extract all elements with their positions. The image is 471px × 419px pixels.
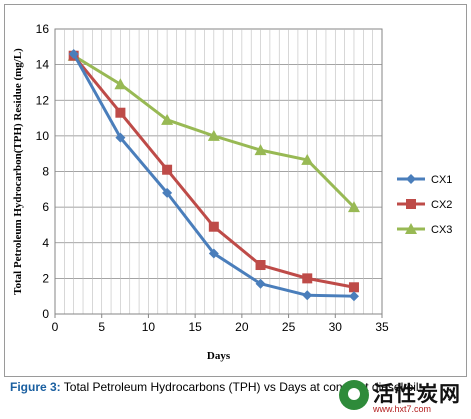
data-point-cx1 xyxy=(208,248,219,259)
data-point-cx3 xyxy=(254,144,267,156)
data-point-cx3 xyxy=(207,129,220,141)
watermark-title: 活性炭网 xyxy=(373,382,461,406)
data-point-cx1 xyxy=(162,187,173,198)
x-tick-label: 25 xyxy=(282,320,296,334)
series-cx2 xyxy=(68,50,359,293)
legend-item-cx3: CX3 xyxy=(397,223,452,236)
data-point-cx1 xyxy=(68,48,79,59)
y-tick-label: 10 xyxy=(36,129,50,143)
legend-marker-cx3 xyxy=(405,223,417,234)
legend-marker-cx2 xyxy=(406,199,416,209)
y-tick-label: 0 xyxy=(42,307,49,321)
data-point-cx2 xyxy=(162,164,173,175)
data-point-cx2 xyxy=(255,260,266,271)
data-point-cx1 xyxy=(302,290,313,301)
legend-label-cx3: CX3 xyxy=(431,224,452,236)
legend-item-cx2: CX2 xyxy=(397,199,452,211)
line-chart: 0 2 4 6 8 10 12 14 16 0 5 10 15 20 25 30 35 CX1 CX2 CX3 Da… xyxy=(12,22,452,362)
y-tick-label: 8 xyxy=(42,165,49,179)
y-tick-label: 2 xyxy=(42,271,49,285)
caption-label: Figure 3: xyxy=(10,380,61,394)
x-tick-label: 35 xyxy=(375,320,389,334)
site-watermark: 活性炭网 www.hxt7.com xyxy=(339,378,467,416)
data-point-cx2 xyxy=(115,107,126,118)
watermark-url: www.hxt7.com xyxy=(373,404,432,414)
x-tick-label: 5 xyxy=(98,320,105,334)
axes: 0 2 4 6 8 10 12 14 16 0 5 10 15 20 25 30 35 xyxy=(36,22,389,334)
legend-label-cx2: CX2 xyxy=(431,199,452,211)
series-group xyxy=(67,48,360,302)
data-point-cx2 xyxy=(208,221,219,232)
series-cx3 xyxy=(67,49,360,213)
data-point-cx2 xyxy=(348,282,359,293)
legend-marker-cx1 xyxy=(406,174,416,184)
legend-label-cx1: CX1 xyxy=(431,174,452,186)
y-tick-label: 14 xyxy=(36,58,50,72)
data-point-cx2 xyxy=(302,273,313,284)
figure-caption: Figure 3: Total Petroleum Hydrocarbons (… xyxy=(10,380,465,394)
x-tick-label: 20 xyxy=(235,320,249,334)
x-tick-label: 10 xyxy=(142,320,156,334)
x-tick-label: 30 xyxy=(329,320,343,334)
gridlines xyxy=(54,28,383,315)
data-point-cx3 xyxy=(301,153,314,165)
chart-frame: 0 2 4 6 8 10 12 14 16 0 5 10 15 20 25 30 35 CX1 CX2 CX3 Da… xyxy=(4,4,467,377)
data-point-cx1 xyxy=(348,291,359,302)
y-tick-label: 16 xyxy=(36,22,50,36)
x-axis-title: Days xyxy=(207,350,231,362)
data-point-cx3 xyxy=(114,78,127,90)
y-axis-title: Total Petroleum Hydrocarbon(TPH) Residue… xyxy=(12,48,24,295)
legend-item-cx1: CX1 xyxy=(397,174,452,186)
legend: CX1 CX2 CX3 xyxy=(397,174,452,236)
caption-text: Total Petroleum Hydrocarbons (TPH) vs Da… xyxy=(60,380,422,394)
data-point-cx3 xyxy=(347,201,360,213)
series-cx1 xyxy=(68,48,359,302)
data-point-cx3 xyxy=(161,113,174,125)
y-tick-label: 4 xyxy=(42,236,49,250)
watermark-logo-icon xyxy=(339,380,369,410)
y-tick-label: 12 xyxy=(36,93,50,107)
x-tick-label: 0 xyxy=(52,320,59,334)
data-point-cx1 xyxy=(115,132,126,143)
y-tick-label: 6 xyxy=(42,200,49,214)
x-tick-label: 15 xyxy=(188,320,202,334)
